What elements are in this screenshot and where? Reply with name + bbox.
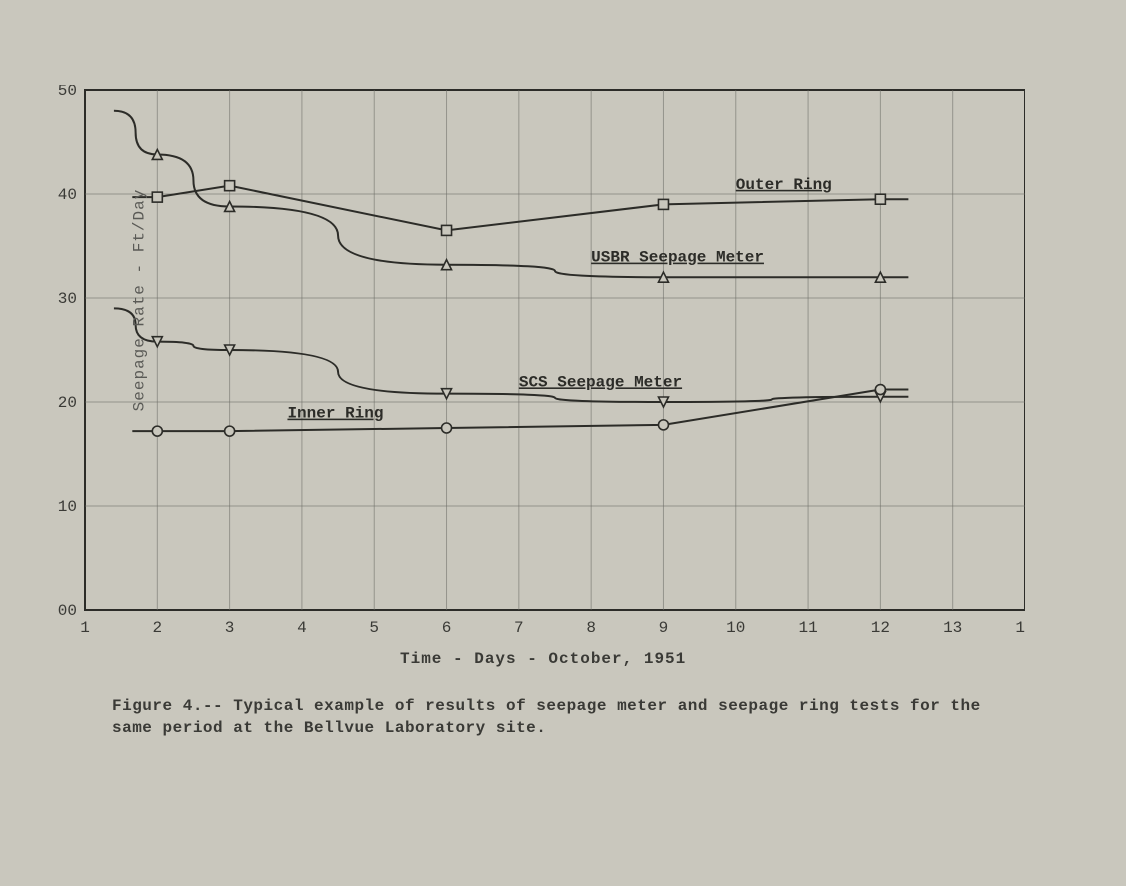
svg-text:0.50: 0.50 bbox=[55, 85, 77, 100]
svg-text:8: 8 bbox=[586, 619, 596, 637]
svg-text:7: 7 bbox=[514, 619, 524, 637]
svg-text:10: 10 bbox=[726, 619, 745, 637]
svg-text:SCS Seepage Meter: SCS Seepage Meter bbox=[519, 373, 682, 391]
svg-text:3: 3 bbox=[225, 619, 235, 637]
svg-text:11: 11 bbox=[798, 619, 817, 637]
svg-text:12: 12 bbox=[871, 619, 890, 637]
svg-text:5: 5 bbox=[369, 619, 379, 637]
svg-text:0.10: 0.10 bbox=[55, 498, 77, 516]
svg-text:14: 14 bbox=[1015, 619, 1025, 637]
svg-text:13: 13 bbox=[943, 619, 962, 637]
x-axis-label: Time - Days - October, 1951 bbox=[400, 650, 686, 668]
seepage-chart: 12345678910111213140.000.100.200.300.400… bbox=[55, 85, 1025, 615]
svg-text:2: 2 bbox=[153, 619, 163, 637]
svg-text:0.40: 0.40 bbox=[55, 186, 77, 204]
svg-text:Inner Ring: Inner Ring bbox=[287, 405, 383, 423]
svg-text:0.20: 0.20 bbox=[55, 394, 77, 412]
svg-text:6: 6 bbox=[442, 619, 452, 637]
svg-text:0.00: 0.00 bbox=[55, 602, 77, 620]
svg-text:Outer Ring: Outer Ring bbox=[736, 176, 832, 194]
svg-text:USBR Seepage Meter: USBR Seepage Meter bbox=[591, 249, 764, 267]
y-axis-label: Seepage Rate - Ft/Day bbox=[130, 189, 148, 412]
svg-text:1: 1 bbox=[80, 619, 90, 637]
chart-svg: 12345678910111213140.000.100.200.300.400… bbox=[55, 85, 1025, 645]
figure-caption: Figure 4.-- Typical example of results o… bbox=[112, 695, 992, 740]
svg-text:9: 9 bbox=[659, 619, 669, 637]
svg-text:4: 4 bbox=[297, 619, 307, 637]
svg-text:0.30: 0.30 bbox=[55, 290, 77, 308]
